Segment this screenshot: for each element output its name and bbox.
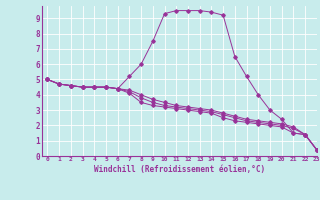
X-axis label: Windchill (Refroidissement éolien,°C): Windchill (Refroidissement éolien,°C) bbox=[94, 165, 265, 174]
